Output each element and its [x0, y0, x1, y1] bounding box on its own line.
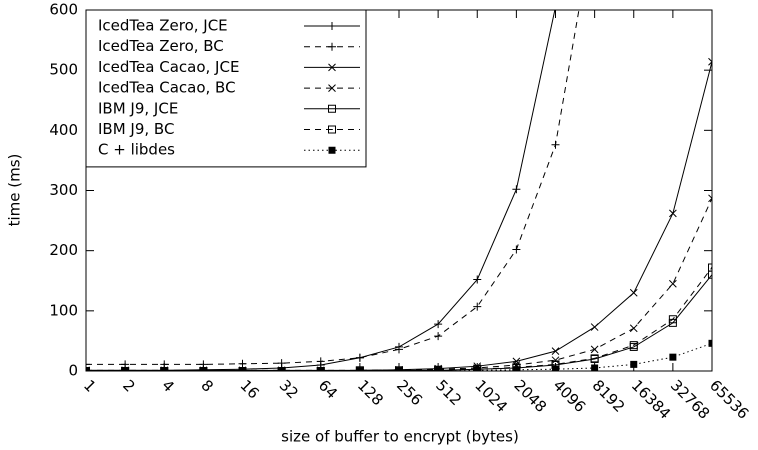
legend-marker [328, 146, 336, 154]
y-axis-label: time (ms) [6, 154, 24, 227]
marker [551, 140, 560, 149]
y-tick-label: 100 [49, 301, 78, 319]
marker [434, 332, 443, 341]
marker [590, 354, 599, 363]
marker [395, 345, 403, 354]
x-tick-label: 4096 [549, 376, 589, 416]
x-tick-label: 65536 [706, 376, 752, 422]
marker [395, 367, 403, 371]
series-line [86, 274, 712, 371]
y-tick-label: 300 [49, 181, 78, 199]
legend-label: IBM J9, JCE [98, 99, 178, 117]
marker [708, 263, 712, 272]
legend-label: IcedTea Cacao, BC [98, 79, 236, 97]
marker [473, 366, 481, 371]
legend-marker [328, 104, 336, 113]
legend-marker [328, 42, 336, 51]
plot-area [86, 10, 712, 371]
legend-label: IcedTea Zero, JCE [98, 17, 228, 35]
marker [552, 365, 559, 371]
marker [473, 302, 482, 311]
legend-label: IcedTea Cacao, JCE [98, 58, 239, 76]
marker [669, 209, 677, 218]
marker [512, 366, 520, 371]
marker [708, 270, 712, 279]
x-tick-label: 16 [236, 376, 262, 402]
marker [86, 360, 90, 369]
legend-label: C + libdes [98, 141, 175, 159]
x-tick-label: 8192 [589, 376, 629, 416]
x-tick-label: 256 [393, 376, 426, 409]
x-tick-label: 64 [315, 376, 341, 402]
marker [434, 367, 442, 371]
y-tick-label: 400 [49, 121, 78, 139]
marker [590, 323, 599, 331]
x-tick-label: 16384 [628, 376, 674, 422]
y-tick-label: 500 [49, 61, 78, 79]
marker [199, 367, 207, 371]
legend-label: IcedTea Zero, BC [98, 37, 224, 55]
marker [316, 357, 325, 366]
marker [669, 353, 677, 361]
y-tick-label: 600 [49, 1, 78, 19]
marker [669, 279, 677, 288]
y-tick-label: 0 [68, 362, 78, 380]
marker [356, 367, 364, 371]
legend-marker [328, 84, 336, 92]
x-tick-label: 8 [197, 376, 216, 395]
marker [355, 353, 364, 362]
series-line [86, 10, 580, 365]
x-tick-label: 1 [80, 376, 99, 395]
marker [630, 360, 638, 368]
marker [239, 367, 246, 371]
x-tick-label: 2048 [510, 376, 550, 416]
x-axis-label: size of buffer to encrypt (bytes) [281, 428, 519, 446]
legend-label: IBM J9, BC [98, 120, 174, 138]
x-tick-label: 32768 [667, 376, 713, 422]
marker [160, 367, 168, 371]
x-tick-label: 4 [158, 376, 177, 395]
marker [629, 288, 638, 297]
legend-marker [328, 125, 336, 134]
marker [708, 194, 712, 203]
marker [591, 364, 599, 371]
marker [434, 320, 443, 329]
marker [277, 359, 286, 368]
marker [278, 367, 286, 371]
marker [473, 275, 482, 284]
marker [708, 339, 712, 347]
marker [317, 367, 325, 371]
x-tick-label: 512 [432, 376, 465, 409]
marker [590, 345, 599, 354]
marker [121, 367, 129, 371]
legend-marker [328, 63, 336, 72]
marker [238, 359, 247, 368]
marker [708, 57, 712, 66]
x-tick-label: 128 [354, 376, 387, 409]
marker [629, 324, 638, 333]
legend-marker [328, 22, 336, 30]
x-tick-label: 1024 [471, 376, 511, 416]
marker [629, 341, 638, 350]
series-line [86, 267, 712, 371]
marker [551, 356, 560, 365]
x-tick-label: 32 [276, 376, 302, 402]
marker [551, 347, 560, 355]
x-tick-label: 2 [119, 376, 138, 395]
marker [512, 245, 521, 254]
y-tick-label: 200 [49, 241, 78, 259]
marker [512, 185, 521, 194]
marker [86, 367, 90, 371]
marker [668, 315, 677, 324]
